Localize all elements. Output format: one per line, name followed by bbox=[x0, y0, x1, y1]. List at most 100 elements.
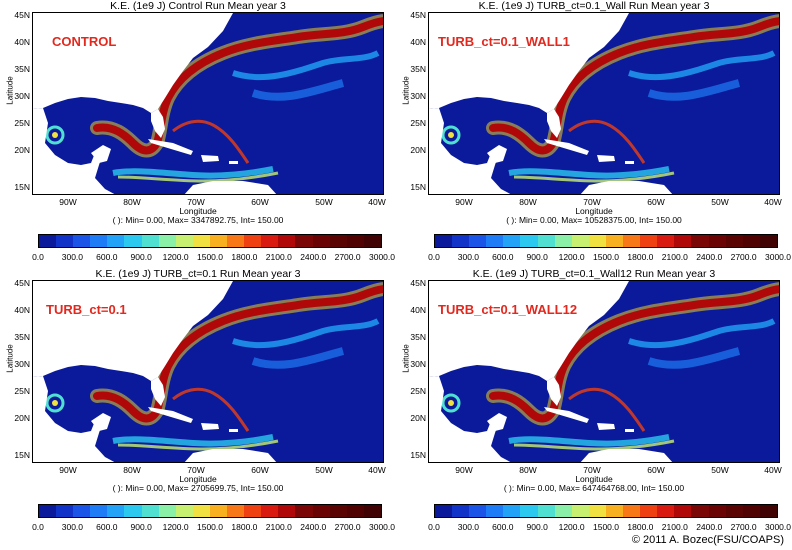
colorbar-tick-label: 1500.0 bbox=[197, 252, 223, 262]
colorbar-tick-label: 1800.0 bbox=[231, 252, 258, 262]
colorbar-swatch bbox=[124, 505, 142, 517]
x-axis-label: Longitude bbox=[179, 206, 217, 216]
panel-control: K.E. (1e9 J) Control Run Mean year 3 CON… bbox=[0, 0, 396, 275]
colorbar-swatch bbox=[261, 235, 279, 247]
x-tick: 80W bbox=[519, 465, 537, 475]
colorbar-tick-label: 2700.0 bbox=[334, 522, 361, 532]
colorbar-swatch bbox=[588, 505, 606, 517]
colorbar-swatch bbox=[209, 235, 228, 247]
colorbar-swatch bbox=[107, 235, 125, 247]
x-axis-label: Longitude bbox=[179, 474, 217, 484]
y-tick: 15N bbox=[410, 450, 426, 460]
colorbar-swatch bbox=[295, 235, 313, 247]
y-tick: 15N bbox=[410, 182, 426, 192]
x-tick: 40W bbox=[368, 197, 386, 207]
colorbar-tick-label: 3000.0 bbox=[765, 252, 791, 262]
colorbar-swatch bbox=[640, 505, 658, 517]
colorbar-tick-label: 0.0 bbox=[32, 252, 44, 262]
ke-map bbox=[428, 12, 780, 195]
colorbar-swatch bbox=[486, 235, 504, 247]
x-tick: 40W bbox=[764, 465, 782, 475]
run-label: TURB_ct=0.1_WALL1 bbox=[438, 34, 570, 49]
colorbar-swatch bbox=[554, 505, 572, 517]
x-tick: 50W bbox=[711, 465, 729, 475]
y-tick: 35N bbox=[410, 64, 426, 74]
colorbar-tick-label: 1200.0 bbox=[162, 252, 189, 262]
colorbar-swatch bbox=[520, 235, 538, 247]
colorbar-swatch bbox=[725, 505, 743, 517]
panel-title: K.E. (1e9 J) TURB_ct=0.1 Run Mean year 3 bbox=[95, 268, 301, 280]
x-axis-label: Longitude bbox=[575, 206, 613, 216]
colorbar bbox=[434, 504, 778, 518]
colorbar-swatch bbox=[657, 235, 675, 247]
colorbar-tick-label: 1800.0 bbox=[627, 252, 654, 262]
colorbar-swatch bbox=[227, 235, 245, 247]
colorbar-swatch bbox=[503, 235, 521, 247]
x-tick: 90W bbox=[59, 197, 77, 207]
stats-line: ( ): Min= 0.00, Max= 2705699.75, Int= 15… bbox=[112, 483, 284, 493]
colorbar-swatch bbox=[124, 235, 142, 247]
colorbar-swatch bbox=[295, 505, 313, 517]
colorbar-tick-label: 300.0 bbox=[457, 252, 480, 262]
colorbar-swatch bbox=[452, 235, 470, 247]
colorbar-swatch bbox=[261, 505, 279, 517]
colorbar-swatch bbox=[363, 505, 381, 517]
colorbar-swatch bbox=[537, 235, 555, 247]
colorbar-tick-label: 0.0 bbox=[428, 252, 440, 262]
y-tick: 40N bbox=[14, 37, 30, 47]
colorbar-tick-label: 3000.0 bbox=[765, 522, 791, 532]
colorbar-swatch bbox=[90, 235, 108, 247]
colorbar-tick-label: 3000.0 bbox=[369, 522, 395, 532]
colorbar bbox=[434, 234, 778, 248]
y-tick: 30N bbox=[410, 91, 426, 101]
colorbar-tick-label: 2700.0 bbox=[730, 252, 757, 262]
colorbar-swatch bbox=[708, 505, 726, 517]
colorbar-tick-label: 1500.0 bbox=[593, 252, 619, 262]
colorbar-swatch bbox=[759, 505, 777, 517]
x-tick: 70W bbox=[583, 465, 601, 475]
copyright-notice: © 2011 A. Bozec(FSU/COAPS) bbox=[631, 534, 784, 546]
colorbar-swatch bbox=[158, 505, 176, 517]
colorbar-tick-label: 2100.0 bbox=[265, 252, 292, 262]
colorbar-tick-label: 2400.0 bbox=[300, 522, 327, 532]
colorbar-swatch bbox=[469, 235, 487, 247]
x-tick: 50W bbox=[315, 197, 333, 207]
y-tick: 35N bbox=[14, 332, 30, 342]
colorbar-swatch bbox=[674, 235, 692, 247]
colorbar-swatch bbox=[244, 235, 262, 247]
x-tick: 70W bbox=[583, 197, 601, 207]
x-tick: 60W bbox=[647, 197, 665, 207]
x-tick: 40W bbox=[368, 465, 386, 475]
x-tick: 80W bbox=[123, 197, 141, 207]
colorbar-swatch bbox=[605, 505, 624, 517]
colorbar-swatch bbox=[90, 505, 108, 517]
stats-line: ( ): Min= 0.00, Max= 10528375.00, Int= 1… bbox=[506, 215, 682, 225]
colorbar-tick-label: 300.0 bbox=[61, 252, 84, 262]
colorbar bbox=[38, 234, 382, 248]
colorbar-swatch bbox=[158, 235, 176, 247]
colorbar-tick-label: 2700.0 bbox=[730, 522, 757, 532]
colorbar bbox=[38, 504, 382, 518]
colorbar-swatch bbox=[623, 235, 641, 247]
colorbar-swatch bbox=[657, 505, 675, 517]
colorbar-swatch bbox=[520, 505, 538, 517]
x-tick: 40W bbox=[764, 197, 782, 207]
colorbar-tick-label: 2700.0 bbox=[334, 252, 361, 262]
colorbar-swatch bbox=[39, 505, 57, 517]
colorbar-swatch bbox=[537, 505, 555, 517]
y-tick: 25N bbox=[410, 118, 426, 128]
y-tick: 35N bbox=[14, 64, 30, 74]
panel-title: K.E. (1e9 J) TURB_ct=0.1_Wall12 Run Mean… bbox=[472, 268, 716, 280]
colorbar-tick-label: 900.0 bbox=[130, 522, 152, 532]
panel-turb: K.E. (1e9 J) TURB_ct=0.1 Run Mean year 3… bbox=[0, 268, 396, 543]
y-tick: 45N bbox=[14, 278, 30, 288]
colorbar-swatch bbox=[452, 505, 470, 517]
colorbar-tick-label: 900.0 bbox=[526, 522, 548, 532]
colorbar-swatch bbox=[605, 235, 624, 247]
x-axis-label: Longitude bbox=[575, 474, 613, 484]
colorbar-swatch bbox=[725, 235, 743, 247]
panel-title: K.E. (1e9 J) TURB_ct=0.1_Wall Run Mean y… bbox=[478, 0, 710, 12]
y-tick: 25N bbox=[410, 386, 426, 396]
y-tick: 40N bbox=[14, 305, 30, 315]
colorbar-tick-label: 3000.0 bbox=[369, 252, 395, 262]
